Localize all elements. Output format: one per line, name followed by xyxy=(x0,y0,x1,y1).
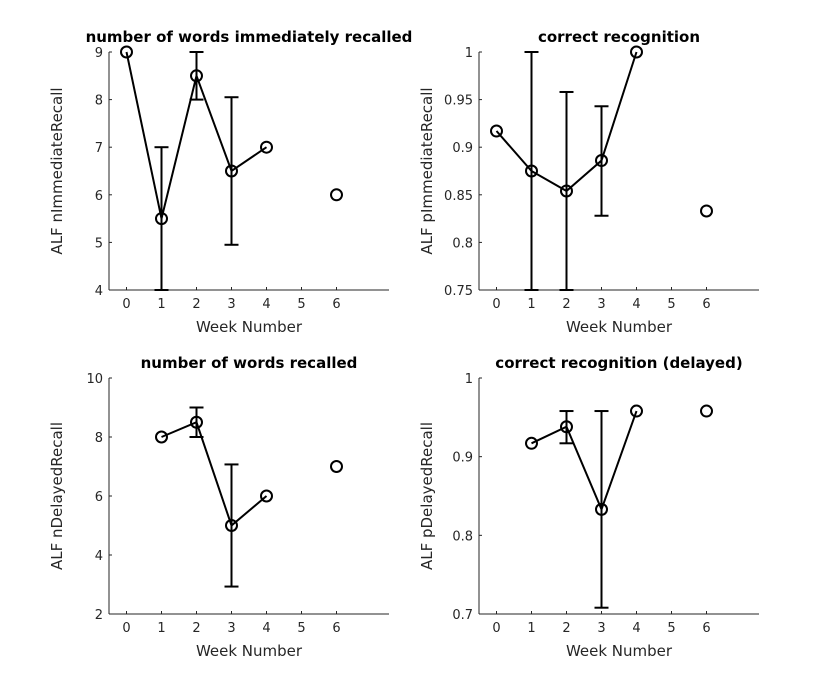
data-point xyxy=(190,415,203,429)
y-tick-label: 0.9 xyxy=(452,141,473,156)
x-tick-label: 3 xyxy=(597,297,605,312)
chart-title: number of words immediately recalled xyxy=(86,28,413,46)
chart-panel-3: 0 1 2 3 4 5 6 2 4 6 8 10 number of words recalled Wee… xyxy=(48,354,389,660)
y-tick-label: 9 xyxy=(95,46,103,61)
y-axis-label: ALF nImmediateRecall xyxy=(48,87,66,254)
y-tick-label: 5 xyxy=(95,236,103,251)
x-tick-label: 5 xyxy=(667,621,675,636)
x-tick-label: 4 xyxy=(262,297,270,312)
x-axis-label: Week Number xyxy=(196,318,303,336)
chart-title: correct recognition xyxy=(538,28,700,46)
chart-title: number of words recalled xyxy=(141,354,358,372)
data-point xyxy=(225,164,238,178)
y-tick-label: 8 xyxy=(95,431,103,446)
data-point xyxy=(560,420,573,434)
data-point xyxy=(155,430,168,444)
y-tick-label: 6 xyxy=(95,490,103,505)
data-point xyxy=(120,45,133,59)
y-axis-label: ALF pDelayedRecall xyxy=(418,422,436,570)
x-tick-label: 6 xyxy=(702,621,710,636)
y-tick-label: 4 xyxy=(95,284,103,299)
data-point xyxy=(260,140,273,154)
y-tick-label: 2 xyxy=(95,608,103,623)
x-tick-label: 0 xyxy=(122,621,130,636)
y-tick-label: 0.8 xyxy=(452,236,473,251)
x-tick-label: 6 xyxy=(332,621,340,636)
x-tick-label: 0 xyxy=(122,297,130,312)
data-point xyxy=(595,502,608,516)
y-tick-label: 7 xyxy=(95,141,103,156)
x-tick-label: 5 xyxy=(667,297,675,312)
data-point xyxy=(260,489,273,503)
x-tick-label: 5 xyxy=(297,297,305,312)
data-point xyxy=(330,188,343,202)
data-point xyxy=(525,164,538,178)
y-tick-label: 6 xyxy=(95,189,103,204)
x-tick-label: 3 xyxy=(597,621,605,636)
x-tick-label: 1 xyxy=(527,297,535,312)
y-tick-label: 0.7 xyxy=(452,608,473,623)
x-tick-label: 4 xyxy=(262,621,270,636)
chart-title: correct recognition (delayed) xyxy=(495,354,742,372)
y-tick-label: 1 xyxy=(465,46,473,61)
data-point xyxy=(630,404,643,418)
y-tick-label: 8 xyxy=(95,94,103,109)
data-point xyxy=(525,436,538,450)
x-tick-label: 2 xyxy=(562,297,570,312)
data-point xyxy=(490,124,503,138)
y-tick-label: 4 xyxy=(95,549,103,564)
x-axis-label: Week Number xyxy=(196,642,303,660)
y-tick-label: 0.85 xyxy=(444,189,473,204)
x-tick-label: 0 xyxy=(492,297,500,312)
x-tick-label: 2 xyxy=(192,621,200,636)
x-axis-label: Week Number xyxy=(566,642,673,660)
data-point xyxy=(595,154,608,168)
y-tick-label: 0.75 xyxy=(444,284,473,299)
data-point xyxy=(225,519,238,532)
x-tick-label: 1 xyxy=(157,621,165,636)
y-tick-label: 10 xyxy=(86,372,103,387)
y-axis-label: ALF pImmediateRecall xyxy=(418,87,436,254)
y-tick-label: 0.8 xyxy=(452,529,473,544)
x-tick-label: 3 xyxy=(227,621,235,636)
data-point xyxy=(700,204,713,218)
x-axis-label: Week Number xyxy=(566,318,673,336)
series-line xyxy=(161,420,268,528)
x-tick-label: 5 xyxy=(297,621,305,636)
y-tick-label: 1 xyxy=(465,372,473,387)
chart-panel-4: 0 1 2 3 4 5 6 0.7 0.8 0.9 1 correct recognition (de… xyxy=(418,354,759,660)
x-tick-label: 4 xyxy=(632,297,640,312)
x-tick-label: 3 xyxy=(227,297,235,312)
y-tick-label: 0.9 xyxy=(452,451,473,466)
x-tick-label: 1 xyxy=(157,297,165,312)
data-point xyxy=(630,45,643,59)
x-tick-label: 6 xyxy=(702,297,710,312)
data-point xyxy=(560,184,573,198)
x-tick-label: 2 xyxy=(562,621,570,636)
chart-panel-2: 0 1 2 3 4 5 6 0.75 0.8 0.85 0.9 0.95 1 correct recogn… xyxy=(418,28,759,336)
x-tick-label: 2 xyxy=(192,297,200,312)
data-point xyxy=(330,460,343,473)
data-point xyxy=(190,69,203,83)
series-line xyxy=(531,410,638,513)
x-tick-label: 0 xyxy=(492,621,500,636)
x-tick-label: 1 xyxy=(527,621,535,636)
x-tick-label: 4 xyxy=(632,621,640,636)
data-point xyxy=(700,404,713,418)
x-tick-label: 6 xyxy=(332,297,340,312)
y-tick-label: 0.95 xyxy=(444,94,473,109)
data-point xyxy=(155,212,168,226)
y-axis-label: ALF nDelayedRecall xyxy=(48,422,66,570)
